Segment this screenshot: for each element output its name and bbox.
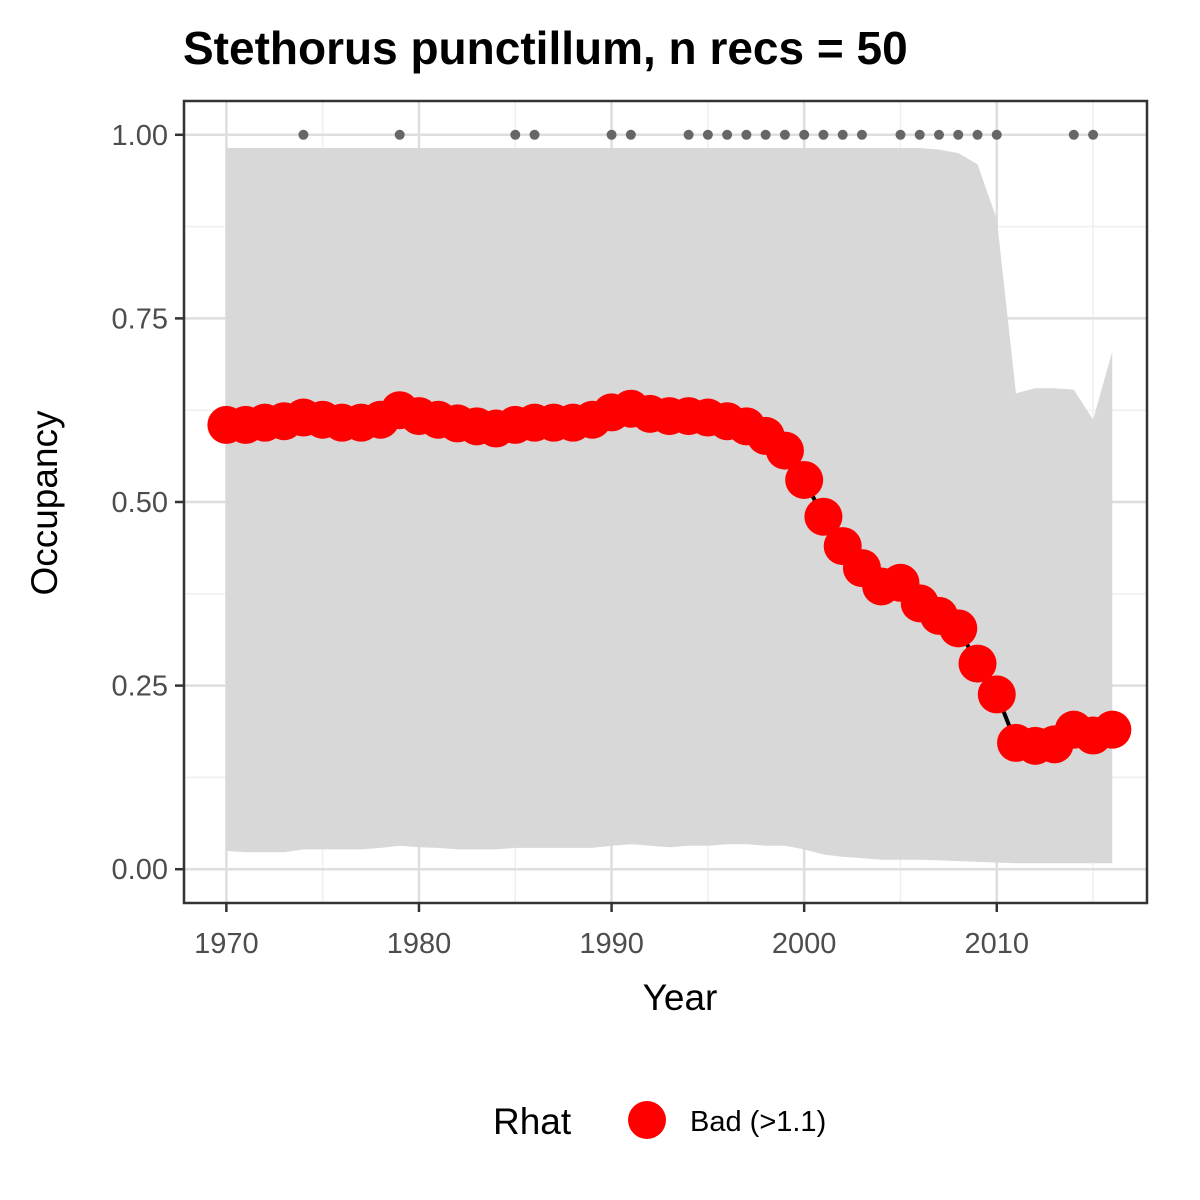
x-axis: 1970 1980 1990 2000 2010: [194, 903, 1029, 960]
x-tick-label: 2010: [965, 928, 1030, 960]
occupancy-point: [958, 644, 997, 683]
x-tick-label: 1970: [194, 928, 259, 960]
x-tick-label: 1990: [579, 928, 644, 960]
record-year-point: [1068, 129, 1079, 140]
x-axis-title: Year: [643, 977, 718, 1018]
record-year-point: [779, 129, 790, 140]
legend-title: Rhat: [493, 1101, 572, 1142]
record-year-point: [510, 129, 521, 140]
y-axis: 0.00 0.25 0.50 0.75 1.00: [112, 120, 184, 886]
y-tick-label: 0.25: [112, 671, 168, 703]
record-year-point: [837, 129, 848, 140]
record-year-point: [895, 129, 906, 140]
record-year-point: [991, 129, 1002, 140]
y-tick-label: 0.00: [112, 854, 168, 886]
x-tick-label: 1980: [387, 928, 452, 960]
x-tick-label: 2000: [772, 928, 837, 960]
record-year-point: [914, 129, 925, 140]
y-tick-label: 1.00: [112, 120, 168, 152]
record-year-point: [972, 129, 983, 140]
record-year-point: [606, 129, 617, 140]
occupancy-point: [804, 497, 843, 536]
occupancy-point: [785, 460, 824, 499]
record-year-point: [683, 129, 694, 140]
record-year-point: [394, 129, 405, 140]
occupancy-point: [939, 609, 978, 648]
legend-key-point: [628, 1101, 666, 1139]
legend: Rhat Bad (>1.1): [493, 1101, 826, 1142]
record-year-point: [933, 129, 944, 140]
y-axis-title: Occupancy: [24, 410, 65, 596]
occupancy-point: [977, 675, 1016, 714]
record-year-point: [529, 129, 540, 140]
chart-title: Stethorus punctillum, n recs = 50: [183, 22, 908, 74]
record-year-point: [702, 129, 713, 140]
record-year-point: [625, 129, 636, 140]
record-year-point: [856, 129, 867, 140]
y-tick-label: 0.50: [112, 487, 168, 519]
legend-label: Bad (>1.1): [690, 1106, 826, 1138]
occupancy-point: [765, 431, 804, 470]
y-tick-label: 0.75: [112, 303, 168, 335]
record-year-point: [1088, 129, 1099, 140]
record-year-point: [953, 129, 964, 140]
occupancy-point: [1093, 710, 1132, 749]
record-year-point: [298, 129, 309, 140]
record-year-point: [722, 129, 733, 140]
record-year-point: [760, 129, 771, 140]
record-year-point: [799, 129, 810, 140]
record-year-point: [741, 129, 752, 140]
credible-interval-ribbon: [226, 148, 1113, 864]
record-year-point: [818, 129, 829, 140]
plot-panel: [182, 99, 1149, 905]
